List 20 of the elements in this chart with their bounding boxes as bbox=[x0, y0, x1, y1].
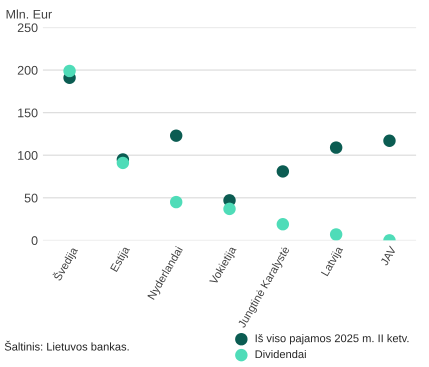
point bbox=[63, 64, 76, 78]
point bbox=[170, 196, 182, 208]
y-tick-label: 150 bbox=[18, 108, 38, 118]
text: Šaltinis: Lietuvos bankas. bbox=[4, 340, 129, 351]
legend-label: Dividendai bbox=[256, 350, 306, 358]
point bbox=[276, 218, 290, 230]
point bbox=[170, 129, 182, 142]
point bbox=[330, 228, 342, 240]
point bbox=[223, 202, 236, 216]
y-axis-title: Mln. Eur bbox=[6, 9, 52, 19]
y-tick-label: 250 bbox=[18, 23, 38, 32]
y-tick-label: 100 bbox=[18, 151, 38, 160]
y-tick-label: 50 bbox=[24, 194, 38, 202]
y-tick-label: 0 bbox=[32, 236, 38, 246]
legend-label: Iš viso pajamos 2025 m. II ketv. bbox=[256, 334, 408, 344]
point bbox=[116, 156, 130, 170]
point bbox=[276, 165, 290, 178]
y-tick-label: 200 bbox=[18, 66, 38, 75]
point bbox=[383, 134, 396, 147]
point bbox=[330, 141, 342, 154]
